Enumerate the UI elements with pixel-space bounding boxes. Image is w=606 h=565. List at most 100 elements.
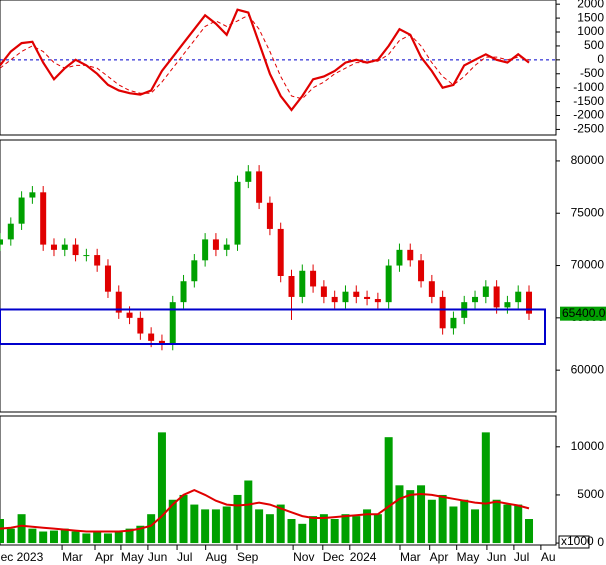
candle-body	[83, 255, 90, 257]
candle-body	[137, 317, 144, 334]
x-tick-label: Dec	[323, 550, 344, 564]
volume-bar	[93, 532, 102, 544]
x-tick-label: Jun	[148, 550, 167, 564]
candle-body	[212, 239, 219, 250]
last-price-box	[560, 306, 606, 321]
volume-bar	[17, 514, 26, 544]
candle-body	[472, 296, 479, 303]
x-tick-label: Apr	[95, 550, 114, 564]
candle-body	[526, 291, 533, 314]
candle-body	[353, 291, 360, 297]
candle-body	[515, 291, 522, 303]
candle-body	[331, 296, 338, 303]
y-tick-label: -2000	[573, 108, 604, 122]
candle-body	[277, 228, 284, 276]
y-tick-label: 70000	[571, 258, 605, 272]
volume-bar	[438, 494, 447, 544]
volume-bar	[82, 533, 91, 544]
y-tick-label: 60000	[571, 362, 605, 376]
volume-bar	[395, 485, 404, 544]
unit-box	[558, 535, 590, 549]
volume-bar	[114, 531, 123, 544]
volume-bar	[190, 504, 199, 544]
volume-bar	[0, 519, 4, 544]
candle-body	[374, 299, 381, 303]
volume-bar	[363, 509, 372, 544]
volume-bar	[60, 528, 69, 544]
x-tick-label: May	[121, 550, 144, 564]
volume-bar	[276, 504, 285, 544]
candle-body	[223, 244, 230, 250]
volume-bar	[319, 514, 328, 544]
last-price-label: 65400.00	[562, 306, 606, 320]
volume-bar	[49, 530, 58, 544]
volume-bar	[492, 499, 501, 544]
volume-bar	[287, 519, 296, 544]
y-tick-label: -2500	[573, 122, 604, 136]
candle-body	[310, 270, 317, 287]
x-tick-label: Dec 2023	[0, 550, 44, 564]
y-tick-label: 80000	[571, 153, 605, 167]
volume-bar	[373, 514, 382, 544]
unit-label: x1000	[561, 534, 594, 548]
volume-bar	[6, 528, 15, 544]
candle-body	[493, 286, 500, 308]
candle-body	[126, 312, 133, 318]
candle-body	[50, 244, 57, 250]
volume-bar	[481, 432, 490, 544]
candle-body	[439, 296, 446, 329]
candle-body	[158, 340, 165, 344]
x-tick-label: Apr	[430, 550, 449, 564]
panel-frame	[0, 415, 557, 546]
volume-bar	[136, 525, 145, 544]
x-tick-label: Aug	[206, 550, 227, 564]
volume-bar	[28, 528, 37, 544]
candle-body	[234, 181, 241, 245]
y-tick-label: 1500	[577, 10, 604, 24]
candle-body	[256, 171, 263, 203]
y-tick-label: 10000	[571, 439, 605, 453]
candle-body	[148, 333, 155, 341]
volume-bar	[427, 499, 436, 544]
y-tick-label: 2000	[577, 0, 604, 10]
candle-body	[72, 244, 79, 256]
candle-body	[266, 202, 273, 229]
volume-bar	[406, 490, 415, 544]
candle-body	[202, 239, 209, 261]
volume-bar	[179, 494, 188, 544]
y-tick-label: -1000	[573, 80, 604, 94]
y-tick-label: 0	[597, 535, 604, 549]
panel-frame	[0, 0, 557, 136]
x-tick-label: Sep	[237, 550, 259, 564]
volume-bar	[514, 504, 523, 544]
series-line	[0, 8, 530, 112]
candle-body	[94, 255, 101, 266]
y-tick-label: -1500	[573, 94, 604, 108]
volume-bar	[503, 504, 512, 544]
volume-bar	[103, 533, 112, 544]
volume-bar	[71, 531, 80, 544]
candle-body	[320, 286, 327, 297]
volume-bar	[244, 480, 253, 544]
volume-bar	[471, 509, 480, 544]
y-tick-label: 0	[597, 52, 604, 66]
x-tick-label: 2024	[350, 550, 377, 564]
x-tick-label: Mar	[62, 550, 83, 564]
volume-bar	[39, 531, 48, 544]
x-tick-label: Jun	[487, 550, 506, 564]
x-tick-label: Mar	[400, 550, 421, 564]
volume-bar	[233, 494, 242, 544]
volume-bar	[525, 519, 534, 544]
volume-bar	[255, 509, 264, 544]
volume-bar	[147, 514, 156, 544]
candle-body	[40, 192, 47, 245]
zone-box	[0, 308, 546, 346]
x-tick-label: Aug	[541, 550, 562, 564]
volume-bar	[341, 514, 350, 544]
y-tick-label: -500	[580, 66, 604, 80]
volume-bar	[309, 516, 318, 544]
y-tick-label: 75000	[571, 205, 605, 219]
candle-body	[504, 302, 511, 308]
volume-bar	[168, 499, 177, 544]
